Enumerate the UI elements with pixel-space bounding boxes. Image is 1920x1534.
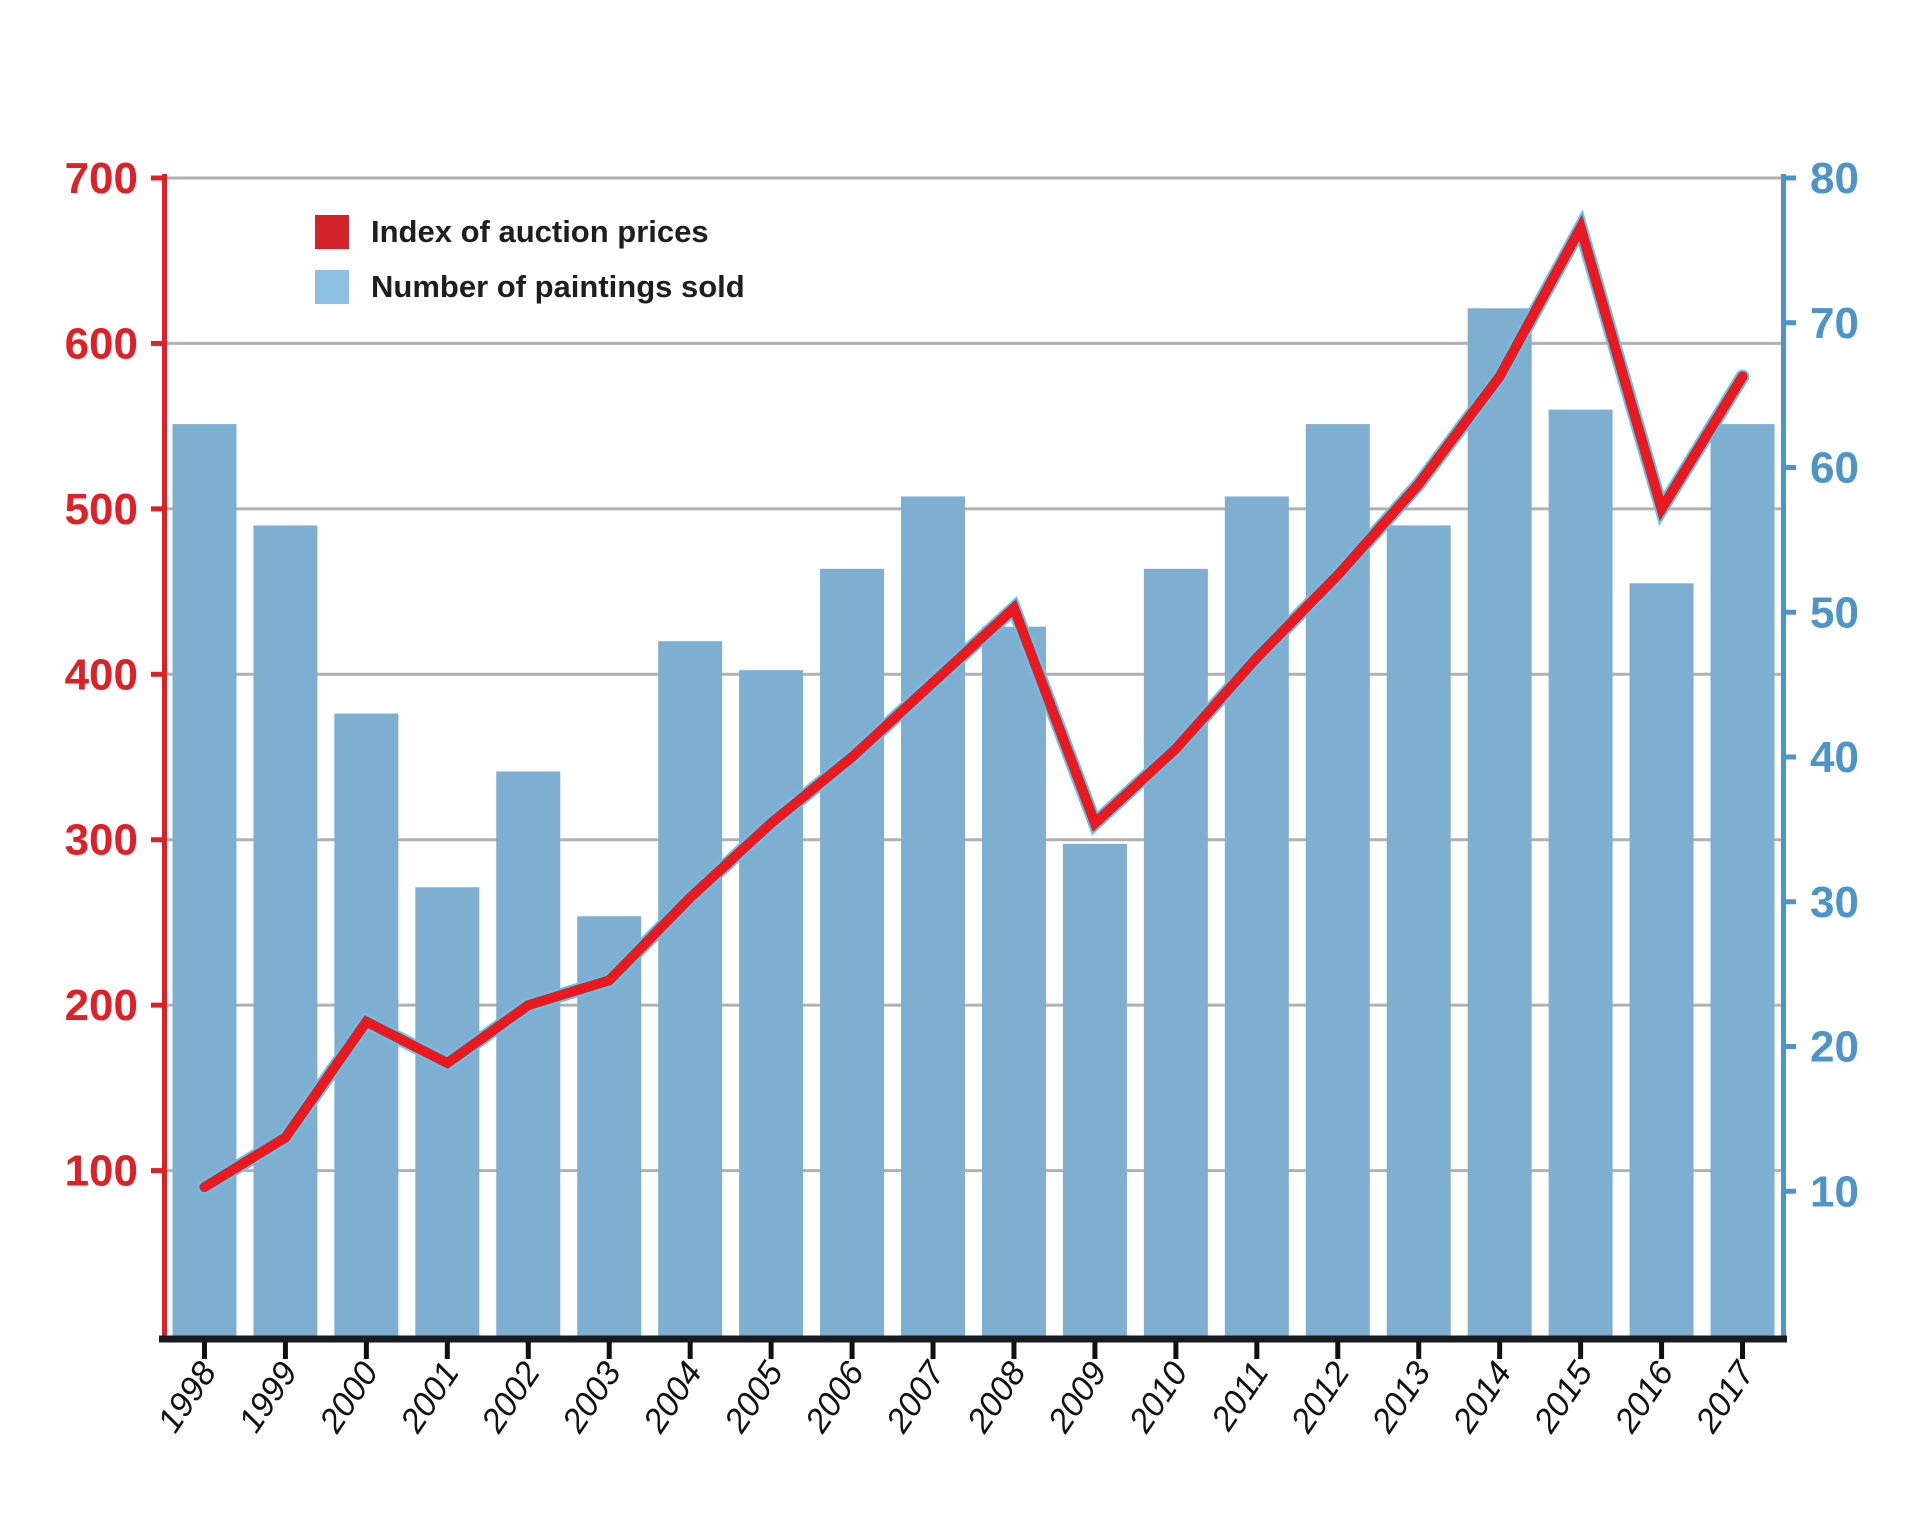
legend: Index of auction prices Number of painti… bbox=[315, 214, 745, 324]
x-axis-label-2017: 2017 bbox=[1688, 1354, 1763, 1440]
x-axis-label-2004: 2004 bbox=[635, 1355, 709, 1440]
x-axis-label-1999: 1999 bbox=[231, 1355, 305, 1439]
left-axis-label-100: 100 bbox=[65, 1147, 138, 1196]
left-axis-label-300: 300 bbox=[65, 816, 138, 865]
x-axis-label-2011: 2011 bbox=[1204, 1355, 1277, 1438]
legend-item-paintings-sold: Number of paintings sold bbox=[315, 269, 745, 305]
legend-swatch-red bbox=[315, 215, 349, 249]
legend-swatch-blue bbox=[315, 270, 349, 304]
left-axis-label-700: 700 bbox=[65, 154, 138, 203]
bar-2013 bbox=[1386, 525, 1451, 1336]
left-axis-label-200: 200 bbox=[65, 981, 138, 1030]
x-axis-label-2016: 2016 bbox=[1607, 1355, 1681, 1440]
bar-2002 bbox=[496, 771, 561, 1336]
x-axis-label-2007: 2007 bbox=[878, 1354, 953, 1440]
bar-2014 bbox=[1467, 308, 1532, 1336]
x-axis-label-2003: 2003 bbox=[554, 1355, 628, 1440]
x-axis-label-2002: 2002 bbox=[474, 1355, 548, 1440]
left-axis-label-400: 400 bbox=[65, 650, 138, 699]
bar-2001 bbox=[415, 887, 480, 1336]
right-axis-label-40: 40 bbox=[1810, 733, 1859, 782]
bar-2015 bbox=[1548, 409, 1613, 1337]
legend-item-auction-prices: Index of auction prices bbox=[315, 214, 745, 250]
bar-2017 bbox=[1710, 424, 1775, 1336]
bar-2011 bbox=[1224, 496, 1289, 1336]
bar-2009 bbox=[1062, 843, 1127, 1336]
x-axis-label-2005: 2005 bbox=[716, 1355, 790, 1440]
x-axis-label-1998: 1998 bbox=[150, 1355, 224, 1439]
bar-2010 bbox=[1143, 568, 1208, 1336]
bar-1999 bbox=[253, 525, 318, 1336]
bar-2008 bbox=[981, 626, 1046, 1336]
x-axis-label-2009: 2009 bbox=[1040, 1355, 1114, 1440]
bar-2005 bbox=[739, 670, 804, 1336]
legend-label-auction-prices: Index of auction prices bbox=[371, 214, 709, 249]
bar-2004 bbox=[658, 641, 723, 1336]
x-axis-label-2006: 2006 bbox=[797, 1355, 871, 1440]
x-axis-label-2013: 2013 bbox=[1364, 1355, 1438, 1440]
right-axis-label-10: 10 bbox=[1810, 1167, 1859, 1216]
left-axis-label-500: 500 bbox=[65, 485, 138, 534]
legend-label-paintings-sold: Number of paintings sold bbox=[371, 269, 745, 304]
bar-1998 bbox=[172, 424, 237, 1336]
right-axis-label-60: 60 bbox=[1810, 444, 1859, 493]
left-axis-label-600: 600 bbox=[65, 319, 138, 368]
x-axis-label-2015: 2015 bbox=[1526, 1355, 1600, 1440]
bar-2006 bbox=[820, 568, 885, 1336]
right-axis-label-20: 20 bbox=[1810, 1023, 1859, 1072]
bar-2016 bbox=[1629, 583, 1694, 1336]
x-axis-label-2008: 2008 bbox=[959, 1355, 1033, 1440]
right-axis-label-30: 30 bbox=[1810, 878, 1859, 927]
bar-2007 bbox=[901, 496, 966, 1336]
bar-2012 bbox=[1305, 424, 1370, 1336]
x-axis-label-2001: 2001 bbox=[393, 1355, 467, 1440]
x-axis-label-2012: 2012 bbox=[1283, 1355, 1357, 1440]
x-axis-label-2010: 2010 bbox=[1121, 1355, 1195, 1440]
right-axis-label-70: 70 bbox=[1810, 299, 1859, 348]
x-axis-label-2000: 2000 bbox=[312, 1355, 386, 1440]
right-axis-label-80: 80 bbox=[1810, 154, 1859, 203]
right-axis-label-50: 50 bbox=[1810, 588, 1859, 637]
x-axis-label-2014: 2014 bbox=[1445, 1355, 1519, 1440]
auction-price-line bbox=[199, 214, 1748, 1193]
